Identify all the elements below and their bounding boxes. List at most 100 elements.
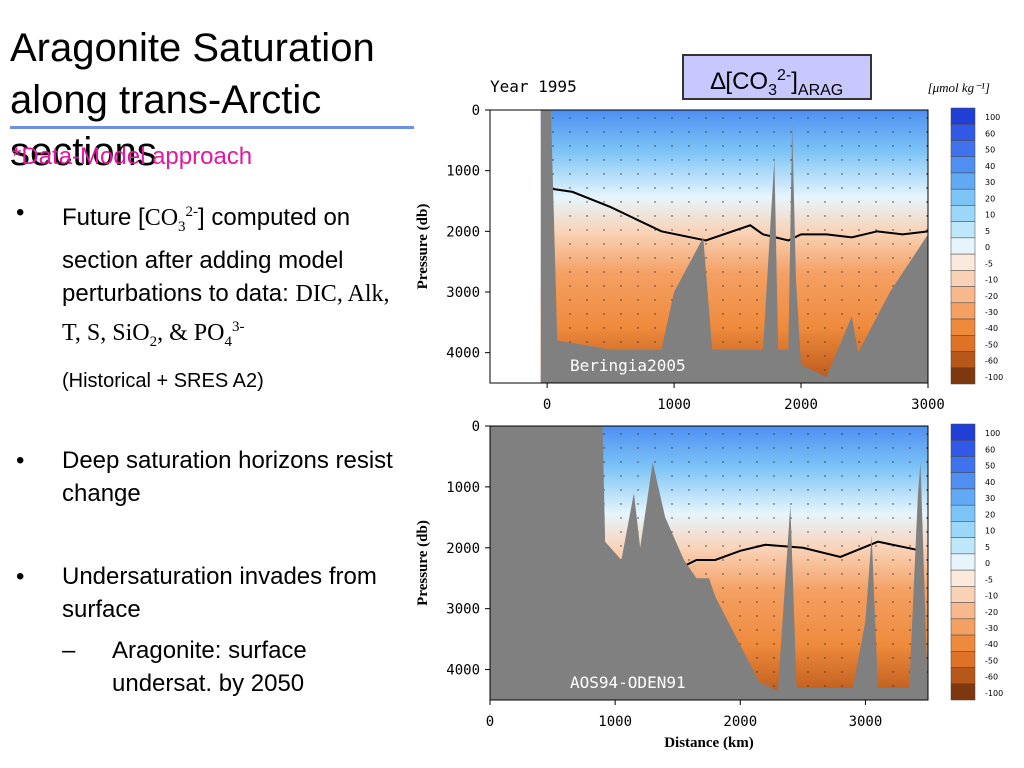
- chem-co: CO: [144, 205, 179, 231]
- bullet-rest: ] computed on section after adding model…: [62, 204, 351, 307]
- colorbar-swatch: [950, 270, 976, 287]
- colorbar-label: -100: [985, 689, 1003, 698]
- units-label: [μmol kg⁻¹]: [928, 80, 990, 95]
- section-label: AOS94-ODEN91: [570, 673, 686, 692]
- bullet-marker: •: [16, 563, 25, 590]
- colorbar-label: -100: [985, 373, 1003, 382]
- x-tick-label: 2000: [723, 714, 757, 730]
- po-sub: 4: [224, 333, 232, 350]
- label-arag: ARAG: [797, 81, 844, 99]
- vars-and-po: , & PO: [157, 319, 225, 346]
- colorbar-swatch: [950, 439, 976, 457]
- slide-title: Aragonite Saturation along trans-Arctic …: [10, 26, 375, 174]
- colorbar-swatch: [950, 335, 976, 352]
- colorbar-swatch: [950, 521, 976, 538]
- colorbar-swatch: [950, 634, 976, 652]
- colorbar-label: 60: [985, 129, 995, 138]
- colorbar-label: -5: [985, 259, 993, 268]
- y-axis-label: Pressure (db): [415, 204, 431, 290]
- colorbar-label: -5: [985, 575, 993, 584]
- colorbar-swatch: [950, 205, 976, 222]
- colorbar-swatch: [950, 172, 976, 190]
- y-tick-label: 0: [472, 103, 480, 119]
- x-tick-label: 3000: [849, 714, 883, 730]
- bullet-text: Undersaturation invades from surface: [62, 563, 377, 623]
- label-co: [CO: [725, 68, 769, 95]
- colorbar-swatch: [950, 423, 976, 441]
- vars-sub: 2: [149, 333, 158, 350]
- colorbar-swatch: [950, 107, 976, 125]
- colorbar-swatch: [950, 586, 976, 603]
- bullet-note: (Historical + SRES A2): [62, 369, 264, 392]
- colorbar-label: 50: [985, 146, 995, 155]
- bullet-text: Future [CO32-] computed on section after…: [62, 196, 402, 398]
- label-sup: 2-: [777, 67, 792, 84]
- bathymetry: [540, 110, 928, 383]
- colorbar-swatch: [950, 488, 976, 506]
- x-axis-label: Distance (km): [664, 735, 754, 751]
- y-tick-label: 4000: [446, 346, 480, 362]
- colorbar-label: 50: [985, 462, 995, 471]
- colorbar-label: 5: [985, 227, 990, 236]
- colorbar-swatch: [950, 221, 976, 239]
- y-tick-label: 0: [472, 419, 480, 435]
- colorbar-label: -20: [985, 292, 998, 301]
- x-tick-label: 0: [486, 714, 494, 730]
- chem-sup: 2-: [185, 204, 199, 220]
- colorbar-label: -60: [985, 673, 998, 682]
- colorbar-label: -50: [985, 656, 998, 665]
- colorbar-label: -50: [985, 340, 998, 349]
- colorbar-label: 0: [985, 243, 990, 252]
- y-tick-label: 3000: [446, 602, 480, 618]
- x-tick-label: 1000: [657, 397, 691, 413]
- y-tick-label: 2000: [446, 541, 480, 557]
- sub-bullet-marker: –: [62, 637, 76, 664]
- colorbar-swatch: [950, 553, 976, 571]
- section-label: Beringia2005: [570, 356, 686, 375]
- colorbar-label: -20: [985, 608, 998, 617]
- chem-sub: 3: [178, 218, 186, 235]
- colorbar-label: 20: [985, 194, 995, 203]
- colorbar-label: 30: [985, 178, 995, 187]
- colorbar-label: 10: [985, 211, 995, 220]
- y-tick-label: 2000: [446, 224, 480, 240]
- title-underline: [10, 126, 414, 129]
- chart-title: Year 1995: [490, 77, 577, 96]
- colorbar-swatch: [950, 237, 976, 255]
- bullet-vars: DIC, Alk, T, S, SiO: [62, 280, 390, 346]
- y-axis-label: Pressure (db): [415, 520, 431, 606]
- colorbar-swatch: [950, 318, 976, 336]
- colorbar-label: 40: [985, 478, 995, 487]
- colorbar-swatch: [950, 683, 976, 701]
- colorbar-label: -40: [985, 640, 998, 649]
- chem-co3: CO32-: [144, 204, 199, 235]
- colorbar-label: -60: [985, 357, 998, 366]
- plot-frame: [489, 109, 929, 384]
- no-data-area: [490, 110, 541, 383]
- plot-frame: [489, 425, 929, 701]
- colorbar-label: -40: [985, 324, 998, 333]
- x-tick-label: 3000: [911, 397, 945, 413]
- colorbar-swatch: [950, 286, 976, 304]
- bullet-lead: Future [: [62, 204, 145, 231]
- colorbar-label: 20: [985, 510, 995, 519]
- label-sub: 3: [768, 81, 777, 99]
- colorbar-swatch: [950, 188, 976, 206]
- colorbar-swatch: [950, 618, 976, 636]
- colorbar-label: -30: [985, 308, 998, 317]
- bullet-marker: •: [16, 447, 25, 474]
- colorbar-label: -10: [985, 592, 998, 601]
- y-tick-label: 3000: [446, 285, 480, 301]
- y-tick-label: 1000: [446, 480, 480, 496]
- colorbar-swatch: [950, 351, 976, 369]
- x-tick-label: 2000: [784, 397, 818, 413]
- x-tick-label: 0: [543, 397, 551, 413]
- colorbar-swatch: [950, 456, 976, 473]
- slide-subtitle: *Data-Model approach: [12, 143, 253, 170]
- colorbar-swatch: [950, 651, 976, 668]
- colorbar-label: 0: [985, 559, 990, 568]
- colorbar-swatch: [950, 156, 976, 174]
- colorbar-swatch: [950, 667, 976, 685]
